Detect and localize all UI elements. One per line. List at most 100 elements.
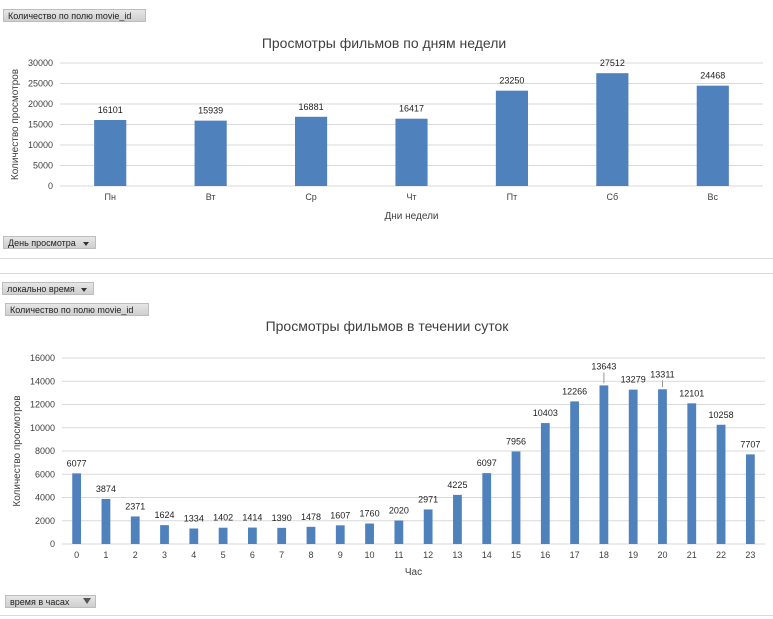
- bar: [194, 120, 227, 186]
- data-label: 3874: [96, 484, 116, 494]
- data-label: 2020: [389, 506, 409, 516]
- chart2-field-button[interactable]: Количество по полю movie_id: [5, 303, 149, 316]
- bar: [248, 527, 257, 544]
- data-label: 12101: [679, 388, 704, 398]
- y-axis-label: Количество просмотров: [12, 395, 23, 506]
- data-label: 10258: [709, 410, 734, 420]
- data-label: 1624: [155, 510, 175, 520]
- data-label: 1607: [330, 510, 350, 520]
- x-tick-label: Вт: [206, 192, 216, 202]
- x-tick-label: 1: [103, 550, 108, 560]
- y-tick-label: 0: [50, 539, 55, 549]
- chart1-axis-filter-button[interactable]: День просмотра: [3, 236, 96, 249]
- data-label: 6077: [67, 458, 87, 468]
- bar: [218, 527, 228, 544]
- chart2-report-filter-label: локально время: [7, 284, 75, 294]
- data-label: 7707: [740, 439, 760, 449]
- data-label: 1390: [272, 513, 292, 523]
- x-tick-label: Пт: [507, 192, 518, 202]
- x-tick-label: 12: [423, 550, 433, 560]
- x-tick-label: 2: [133, 550, 138, 560]
- x-tick-label: 8: [308, 550, 313, 560]
- chart2-axis-filter-label: время в часах: [10, 597, 70, 607]
- divider: [0, 273, 773, 274]
- x-tick-label: 17: [570, 550, 580, 560]
- data-label: 7956: [506, 437, 526, 447]
- y-tick-label: 16000: [30, 353, 55, 363]
- x-tick-label: 6: [250, 550, 255, 560]
- data-label: 2971: [418, 494, 438, 504]
- chart2-axis-filter-button[interactable]: время в часах: [5, 595, 96, 608]
- y-axis-label: Количество просмотров: [10, 69, 21, 180]
- x-tick-label: 0: [74, 550, 79, 560]
- x-tick-label: 9: [338, 550, 343, 560]
- x-axis-label: Час: [405, 567, 422, 578]
- divider: [0, 258, 773, 259]
- bar: [365, 523, 374, 544]
- bar: [130, 516, 140, 544]
- bar: [495, 90, 528, 186]
- chart-hourly-views: Просмотры фильмов в течении суток0200040…: [12, 318, 765, 578]
- data-label: 15939: [198, 106, 223, 116]
- bar: [94, 119, 127, 186]
- chart2-report-filter-button[interactable]: локально время: [2, 282, 94, 295]
- x-tick-label: Чт: [406, 192, 416, 202]
- y-tick-label: 25000: [28, 79, 53, 89]
- x-tick-label: 11: [394, 550, 403, 560]
- bar: [596, 73, 629, 186]
- y-tick-label: 6000: [35, 469, 55, 479]
- y-tick-label: 8000: [35, 446, 55, 456]
- x-tick-label: 20: [657, 550, 667, 560]
- x-tick-label: Сб: [607, 192, 619, 202]
- data-label: 1402: [213, 513, 233, 523]
- x-tick-label: 19: [628, 550, 638, 560]
- y-tick-label: 30000: [28, 58, 53, 68]
- x-tick-label: 15: [511, 550, 521, 560]
- data-label: 12266: [562, 386, 587, 396]
- bar: [453, 494, 462, 544]
- bar: [423, 509, 433, 544]
- bar: [745, 454, 755, 544]
- y-tick-label: 15000: [28, 120, 53, 130]
- data-label: 1760: [360, 509, 380, 519]
- bar: [72, 473, 82, 544]
- bar: [570, 401, 579, 544]
- x-tick-label: Вс: [708, 192, 719, 202]
- x-tick-label: 21: [687, 550, 697, 560]
- chart-weekday-views: Просмотры фильмов по дням недели 0 5000 100…: [10, 35, 763, 222]
- y-tick-label: 14000: [30, 376, 55, 386]
- bar: [335, 525, 345, 544]
- y-tick-label: 10000: [28, 140, 53, 150]
- x-tick-label: 16: [540, 550, 550, 560]
- data-label: 27512: [600, 58, 625, 68]
- data-label: 16881: [299, 102, 324, 112]
- data-label: 13279: [621, 375, 646, 385]
- bar: [306, 526, 316, 544]
- x-tick-label: Пн: [104, 192, 115, 202]
- data-label: 1478: [301, 512, 321, 522]
- data-label: 16101: [98, 105, 123, 115]
- chart1-field-button[interactable]: Количество по полю movie_id: [3, 9, 146, 22]
- bar: [189, 528, 199, 544]
- bar: [716, 424, 726, 544]
- bar: [295, 116, 328, 186]
- x-axis-label: Дни недели: [384, 211, 438, 222]
- chart-title: Просмотры фильмов в течении суток: [266, 318, 510, 334]
- bar: [394, 520, 404, 544]
- data-label: 10403: [533, 408, 558, 418]
- data-label: 13311: [650, 369, 674, 379]
- x-tick-label: 14: [482, 550, 492, 560]
- chart-title: Просмотры фильмов по дням недели: [262, 35, 506, 51]
- x-tick-label: 7: [279, 550, 284, 560]
- y-tick-label: 12000: [30, 400, 55, 410]
- filter-icon: [83, 598, 91, 604]
- x-tick-label: 5: [221, 550, 226, 560]
- x-tick-label: 13: [452, 550, 462, 560]
- bar: [395, 118, 428, 186]
- data-label: 16417: [399, 104, 424, 114]
- x-tick-label: 18: [599, 550, 609, 560]
- bar: [696, 85, 729, 186]
- y-tick-label: 20000: [28, 99, 53, 109]
- data-label: 4225: [447, 480, 467, 490]
- y-tick-label: 2000: [35, 516, 55, 526]
